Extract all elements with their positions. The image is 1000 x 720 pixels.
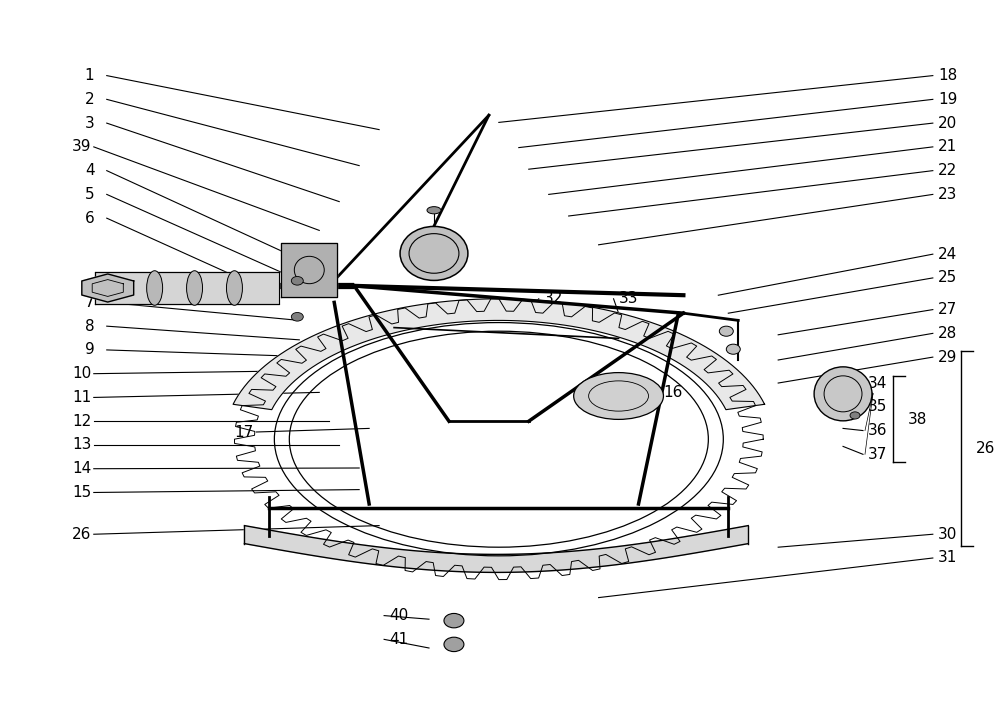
Text: 19: 19 — [938, 92, 957, 107]
Text: 17: 17 — [234, 425, 254, 439]
Text: 15: 15 — [72, 485, 91, 500]
Polygon shape — [244, 526, 748, 572]
Ellipse shape — [574, 373, 663, 420]
Text: 34: 34 — [868, 376, 887, 390]
Text: 20: 20 — [938, 116, 957, 130]
Text: 2: 2 — [85, 92, 94, 107]
Text: 4: 4 — [85, 163, 94, 178]
Text: 26: 26 — [976, 441, 995, 456]
Circle shape — [719, 326, 733, 336]
Ellipse shape — [147, 271, 163, 305]
Text: 27: 27 — [938, 302, 957, 317]
Text: 11: 11 — [72, 390, 91, 405]
Text: 6: 6 — [85, 211, 95, 225]
Text: 37: 37 — [868, 447, 887, 462]
Circle shape — [291, 276, 303, 285]
Text: 16: 16 — [663, 385, 683, 400]
Polygon shape — [233, 299, 765, 410]
Text: 12: 12 — [72, 414, 91, 428]
Circle shape — [291, 312, 303, 321]
Text: 33: 33 — [619, 292, 638, 306]
Text: 13: 13 — [72, 438, 91, 452]
Polygon shape — [95, 272, 279, 304]
Text: 22: 22 — [938, 163, 957, 178]
Text: 14: 14 — [72, 462, 91, 476]
Ellipse shape — [400, 226, 468, 281]
Text: 36: 36 — [868, 423, 887, 438]
Text: 40: 40 — [389, 608, 408, 623]
Text: 29: 29 — [938, 350, 957, 364]
Text: 7: 7 — [85, 295, 94, 310]
Ellipse shape — [444, 613, 464, 628]
Text: 21: 21 — [938, 140, 957, 154]
Text: 9: 9 — [85, 343, 95, 357]
Text: 30: 30 — [938, 527, 957, 541]
Text: 26: 26 — [72, 527, 91, 541]
Ellipse shape — [814, 367, 872, 420]
Text: 18: 18 — [938, 68, 957, 83]
Circle shape — [726, 344, 740, 354]
Text: 39: 39 — [72, 140, 91, 154]
Text: 24: 24 — [938, 247, 957, 261]
Text: 8: 8 — [85, 319, 94, 333]
Text: 35: 35 — [868, 400, 887, 414]
Text: 38: 38 — [908, 412, 927, 426]
Text: 32: 32 — [544, 292, 563, 306]
Ellipse shape — [427, 207, 441, 214]
Text: 41: 41 — [389, 632, 408, 647]
Text: 28: 28 — [938, 326, 957, 341]
Polygon shape — [82, 274, 134, 302]
Ellipse shape — [444, 637, 464, 652]
Polygon shape — [281, 243, 337, 297]
Ellipse shape — [226, 271, 242, 305]
Ellipse shape — [187, 271, 203, 305]
Text: 1: 1 — [85, 68, 94, 83]
Text: 5: 5 — [85, 187, 94, 202]
Text: 10: 10 — [72, 366, 91, 381]
Text: 31: 31 — [938, 551, 957, 565]
Circle shape — [850, 412, 860, 419]
Text: 23: 23 — [938, 187, 957, 202]
Text: 25: 25 — [938, 271, 957, 285]
Text: 3: 3 — [85, 116, 95, 130]
